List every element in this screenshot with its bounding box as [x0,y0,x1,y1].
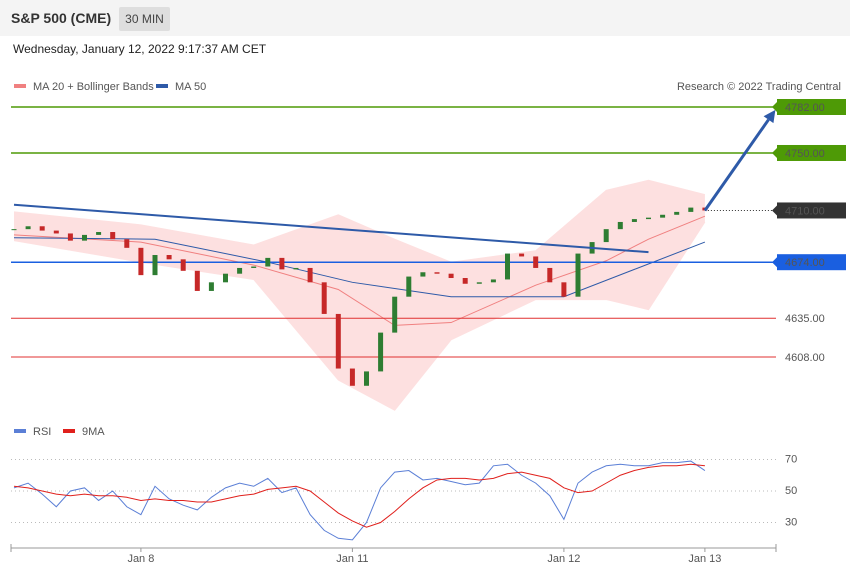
candle [293,267,299,270]
legend-label: RSI [33,426,51,438]
y-tick-label: 70 [785,453,797,465]
level-pointer [772,147,777,158]
candle [166,255,172,260]
level-box [777,99,846,116]
level-label: 4608.00 [785,352,825,364]
legend-label: MA 50 [175,81,206,93]
candle [631,219,637,222]
candle [603,229,609,243]
candle [307,267,313,283]
arrow-head [763,109,776,124]
candle [180,259,186,271]
indicator-line [13,460,706,541]
level-pointer [772,205,777,216]
candle [617,221,623,230]
candle [533,256,539,268]
candle [39,226,45,231]
candle [25,226,31,230]
candle [251,266,257,268]
candle [476,282,482,284]
level-box [777,202,846,219]
candle [82,234,87,241]
candle [67,233,73,241]
level-label: 4710.00 [785,205,825,217]
x-tick-label: Jan 8 [127,553,154,565]
candle [11,229,17,231]
candle [392,296,398,333]
candle [124,239,130,248]
candle [53,230,59,234]
candle [519,253,525,257]
level-pointer [772,257,777,268]
bollinger-upper [13,179,706,263]
candle [547,267,553,283]
legend-swatch [14,429,26,433]
x-tick-label: Jan 12 [547,553,580,565]
candle [96,232,102,235]
legend-swatch [63,429,75,433]
level-box [777,144,846,161]
credit: Research © 2022 Trading Central [677,81,841,93]
level-box [777,254,846,271]
level-pointer [772,102,777,113]
candle [505,253,510,280]
level-label: 4750.00 [785,148,825,160]
y-tick-label: 30 [785,516,797,528]
candle [575,253,581,297]
level-label: 4635.00 [785,313,825,325]
candle [561,282,567,297]
candle [434,272,440,274]
indicator-line [13,463,705,528]
bollinger-band [14,180,705,411]
legend-swatch [14,84,26,88]
candle [448,273,454,279]
candle [688,207,694,212]
candle [674,211,680,215]
candle [223,273,228,283]
level-label: 4674.00 [785,257,825,269]
legend-label: MA 20 + Bollinger Bands [33,81,154,93]
interval-button[interactable]: 30 MIN [119,7,170,31]
candle [138,247,144,276]
x-tick-label: Jan 13 [688,553,721,565]
candle [194,270,200,291]
candle [335,313,341,369]
candle [110,232,116,240]
legend-label: 9MA [82,426,105,438]
candle [660,214,666,218]
legend-swatch [156,84,168,88]
candle [279,257,285,270]
y-tick-label: 50 [785,485,797,497]
candle [462,278,468,284]
trendline [13,203,649,254]
level-label: 4782.00 [785,102,825,114]
timestamp: Wednesday, January 12, 2022 9:17:37 AM C… [13,42,267,56]
candle [321,282,327,314]
x-tick-label: Jan 11 [336,553,368,565]
candle [378,332,384,372]
moving-average [13,237,706,298]
candle [490,279,496,283]
header-bar: S&P 500 (CME) 30 MIN [0,0,850,36]
candle [646,217,651,220]
candle [152,255,158,276]
instrument-title: S&P 500 (CME) [11,10,112,26]
candle [349,368,355,386]
candle [420,272,426,277]
candle [237,267,243,274]
candle [265,257,271,267]
candle [208,282,214,291]
candle [406,276,412,297]
candle [364,371,369,386]
forecast-arrow [703,118,770,212]
